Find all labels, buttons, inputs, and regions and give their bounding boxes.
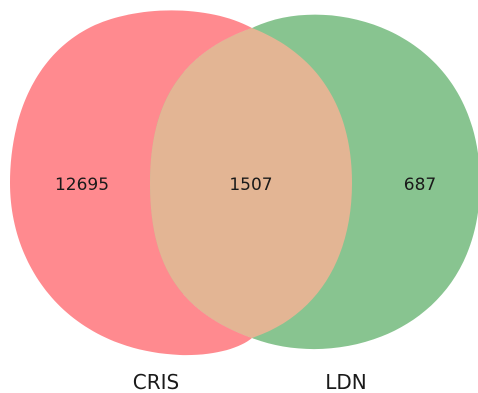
- count-cris-only: 12695: [55, 175, 109, 195]
- venn-circle-cris-shape: [10, 10, 252, 356]
- count-intersection: 1507: [229, 175, 272, 195]
- set-label-ldn: LDN: [325, 370, 367, 393]
- count-ldn-only: 687: [404, 175, 436, 195]
- venn-overlap-region: [150, 28, 352, 338]
- set-label-cris: CRIS: [133, 370, 179, 393]
